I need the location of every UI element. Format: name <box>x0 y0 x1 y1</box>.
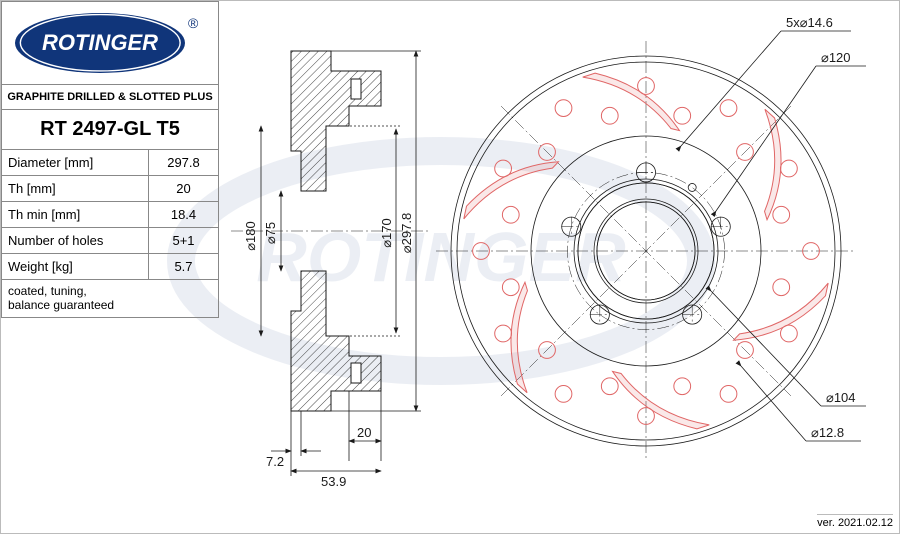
spec-label: Number of holes <box>2 228 149 254</box>
page: ROTINGER ROTINGER ® GRAPHITE DRILLED & S… <box>0 0 900 534</box>
svg-text:⌀180: ⌀180 <box>243 221 258 251</box>
spec-value: 5.7 <box>149 254 219 280</box>
side-view-drawing: ⌀180 ⌀75 ⌀170 ⌀297.8 7.2 <box>231 11 431 491</box>
spec-value: 18.4 <box>149 202 219 228</box>
svg-text:7.2: 7.2 <box>266 454 284 469</box>
spec-label: Weight [kg] <box>2 254 149 280</box>
spec-label: Diameter [mm] <box>2 150 149 176</box>
disc <box>436 41 856 461</box>
sidebar: ROTINGER ® GRAPHITE DRILLED & SLOTTED PL… <box>1 1 219 318</box>
svg-text:⌀170: ⌀170 <box>379 218 394 248</box>
table-row: Th [mm]20 <box>2 176 219 202</box>
dim-d170: ⌀170 <box>379 129 396 333</box>
brand-logo: ROTINGER ® <box>10 8 210 78</box>
dim-d297: ⌀297.8 <box>399 51 416 411</box>
table-row: Diameter [mm]297.8 <box>2 150 219 176</box>
dim-7-2: 7.2 <box>266 451 321 469</box>
callout-cb: ⌀104 <box>711 291 866 406</box>
table-row: Weight [kg]5.7 <box>2 254 219 280</box>
table-row: Number of holes5+1 <box>2 228 219 254</box>
front-view-drawing: 5x⌀14.6 ⌀120 ⌀104 ⌀12.8 <box>421 11 891 491</box>
spec-label: Th min [mm] <box>2 202 149 228</box>
registered-mark: ® <box>188 15 199 31</box>
spec-value: 297.8 <box>149 150 219 176</box>
svg-text:20: 20 <box>357 425 371 440</box>
product-type: GRAPHITE DRILLED & SLOTTED PLUS <box>1 85 219 110</box>
callout-pcd: ⌀120 <box>716 50 866 211</box>
dim-20: 20 <box>349 425 381 441</box>
part-number: RT 2497-GL T5 <box>1 110 219 150</box>
spec-label: Th [mm] <box>2 176 149 202</box>
spec-value: 5+1 <box>149 228 219 254</box>
dim-53-9: 53.9 <box>291 471 381 489</box>
product-note: coated, tuning, balance guaranteed <box>1 280 219 318</box>
version-label: ver. 2021.02.12 <box>817 514 893 529</box>
table-row: Th min [mm]18.4 <box>2 202 219 228</box>
svg-text:53.9: 53.9 <box>321 474 346 489</box>
svg-text:⌀75: ⌀75 <box>263 222 278 244</box>
logo-container: ROTINGER ® <box>1 1 219 85</box>
svg-text:5x⌀14.6: 5x⌀14.6 <box>786 15 833 30</box>
svg-text:⌀120: ⌀120 <box>821 50 851 65</box>
brand-name: ROTINGER <box>42 30 158 55</box>
spec-table: Diameter [mm]297.8 Th [mm]20 Th min [mm]… <box>1 150 219 280</box>
callout-bolt: 5x⌀14.6 <box>681 15 851 146</box>
svg-text:⌀12.8: ⌀12.8 <box>811 425 844 440</box>
svg-text:⌀104: ⌀104 <box>826 390 856 405</box>
spec-value: 20 <box>149 176 219 202</box>
svg-text:⌀297.8: ⌀297.8 <box>399 213 414 253</box>
